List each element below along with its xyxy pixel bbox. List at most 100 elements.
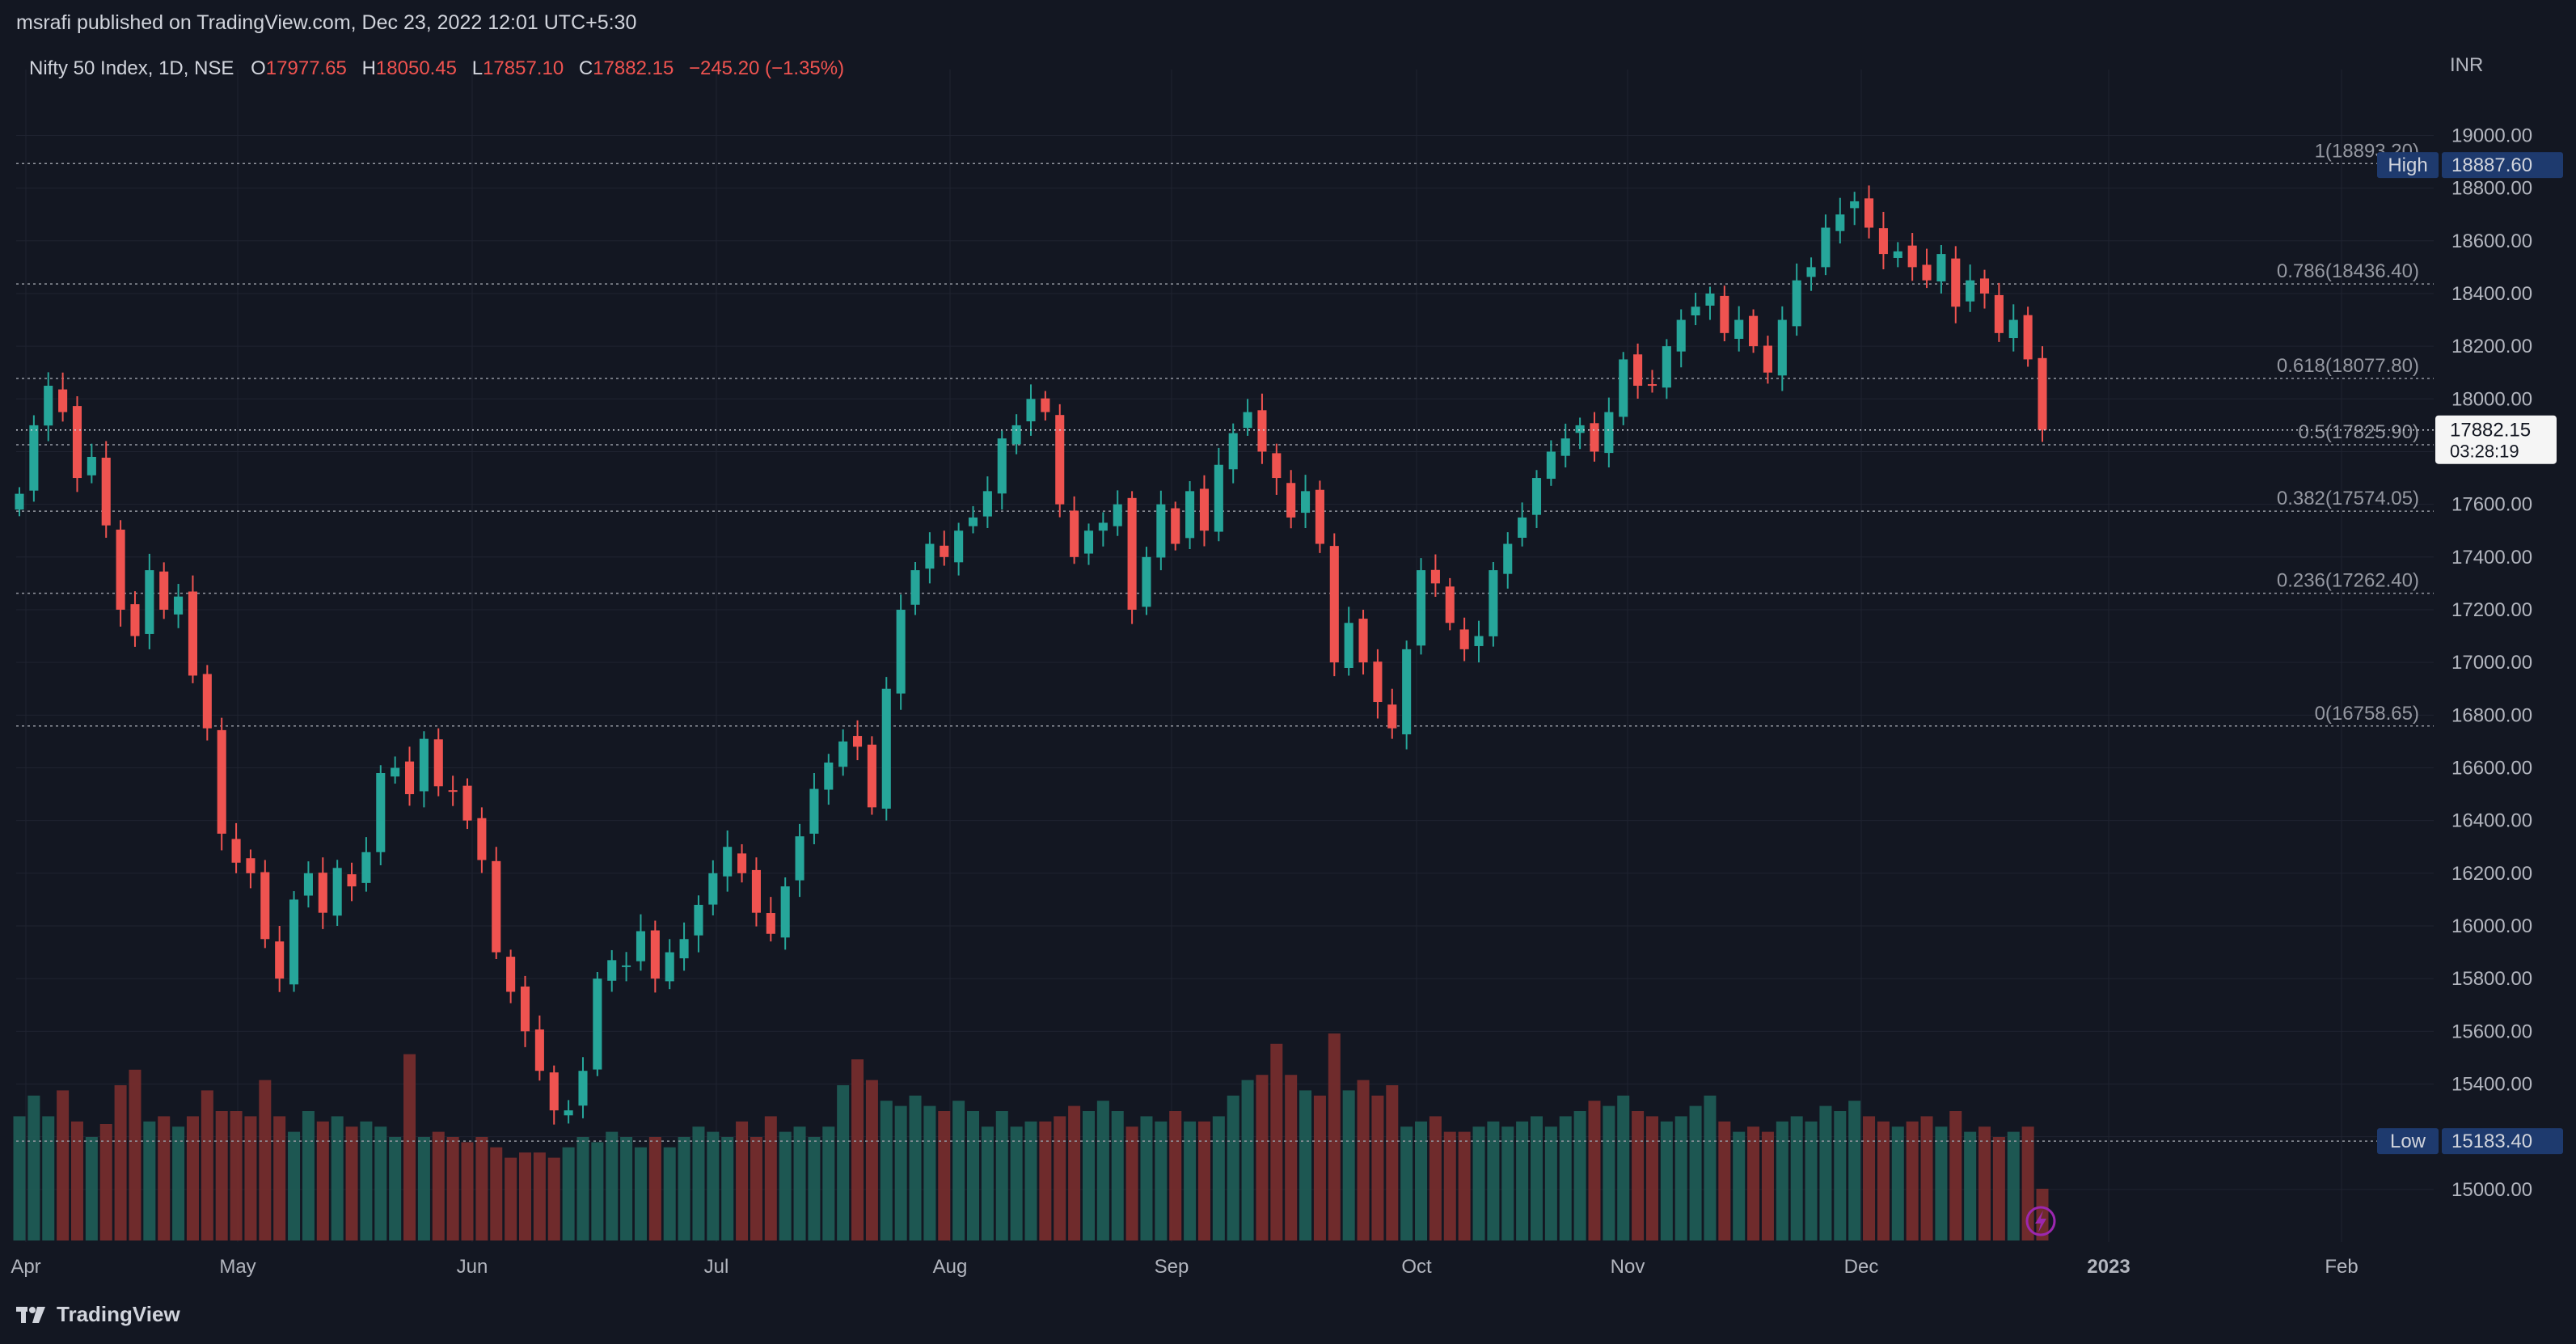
candle[interactable] [1922, 248, 1932, 289]
candle[interactable] [520, 975, 530, 1047]
candle[interactable] [665, 939, 674, 990]
candle[interactable] [116, 520, 125, 627]
candle[interactable] [1358, 609, 1368, 675]
candle[interactable] [188, 575, 197, 683]
candle[interactable] [1835, 197, 1845, 244]
candle[interactable] [318, 857, 327, 929]
candle[interactable] [1878, 211, 1888, 269]
candle[interactable] [679, 922, 689, 971]
candle[interactable] [1041, 391, 1050, 421]
candle[interactable] [15, 487, 24, 517]
candle[interactable] [853, 720, 863, 761]
candle[interactable] [1315, 480, 1324, 553]
candle[interactable] [1301, 475, 1311, 528]
candle[interactable] [29, 415, 39, 502]
candle[interactable] [795, 823, 804, 898]
candle[interactable] [982, 476, 992, 528]
candle[interactable] [1893, 242, 1902, 268]
candle[interactable] [1777, 306, 1787, 391]
candle[interactable] [1416, 558, 1426, 655]
candle[interactable] [231, 822, 241, 873]
candle[interactable] [145, 553, 154, 649]
candle[interactable] [1979, 269, 1990, 309]
tradingview-logo[interactable]: TradingView [16, 1302, 180, 1327]
candle[interactable] [332, 860, 342, 926]
candle[interactable] [433, 728, 443, 797]
candle[interactable] [881, 677, 891, 821]
candle[interactable] [622, 952, 631, 982]
candle[interactable] [997, 430, 1007, 510]
candle[interactable] [1749, 309, 1759, 353]
candle[interactable] [1185, 480, 1195, 550]
candle[interactable] [1083, 523, 1094, 565]
candle[interactable] [1344, 606, 1353, 676]
candle[interactable] [1590, 412, 1599, 462]
candle[interactable] [202, 665, 212, 741]
candle[interactable] [1272, 443, 1282, 495]
candle[interactable] [1445, 577, 1455, 631]
candle[interactable] [1459, 617, 1469, 661]
candle[interactable] [289, 890, 299, 992]
candle[interactable] [723, 830, 733, 892]
candle[interactable] [2023, 306, 2033, 367]
candle[interactable] [694, 895, 703, 953]
candle[interactable] [72, 396, 82, 492]
candle[interactable] [564, 1100, 573, 1124]
candle[interactable] [1026, 384, 1036, 436]
candle[interactable] [1647, 370, 1658, 393]
candle[interactable] [1676, 309, 1686, 368]
candle[interactable] [1604, 397, 1614, 468]
candle[interactable] [1127, 491, 1137, 624]
candle[interactable] [910, 562, 920, 615]
candle[interactable] [809, 773, 819, 844]
candle[interactable] [2008, 304, 2018, 352]
candle[interactable] [361, 837, 371, 892]
candle[interactable] [2038, 346, 2047, 442]
candle[interactable] [1113, 490, 1122, 536]
candle[interactable] [1286, 470, 1296, 529]
candle[interactable] [650, 920, 660, 993]
candle[interactable] [1070, 496, 1079, 564]
candle[interactable] [246, 849, 255, 889]
candle[interactable] [58, 372, 68, 422]
candle[interactable] [275, 925, 285, 992]
candle[interactable] [954, 522, 964, 576]
candle[interactable] [549, 1065, 559, 1125]
candle[interactable] [217, 717, 226, 851]
candle[interactable] [1806, 257, 1816, 291]
candle[interactable] [1098, 512, 1108, 547]
price-chart[interactable]: 1(18893.20)0.786(18436.40)0.618(18077.80… [0, 45, 2576, 1287]
candle[interactable] [1966, 264, 1975, 312]
candle[interactable] [1430, 554, 1440, 598]
candle[interactable] [534, 1015, 544, 1081]
candle[interactable] [1329, 533, 1339, 677]
candle[interactable] [101, 441, 111, 539]
candle[interactable] [130, 591, 140, 647]
candle[interactable] [1951, 246, 1961, 323]
candle[interactable] [1214, 447, 1223, 542]
candle[interactable] [1705, 286, 1715, 320]
candle[interactable] [1821, 214, 1831, 276]
candle[interactable] [1011, 414, 1021, 454]
candle[interactable] [477, 807, 487, 873]
candle[interactable] [1199, 475, 1209, 547]
candle[interactable] [1243, 399, 1252, 436]
candle[interactable] [1228, 423, 1238, 484]
candle[interactable] [824, 754, 834, 805]
candle[interactable] [1864, 185, 1874, 239]
candle[interactable] [1518, 502, 1527, 547]
candle[interactable] [838, 729, 848, 776]
candle[interactable] [1633, 343, 1643, 399]
candle[interactable] [1850, 192, 1860, 226]
candle[interactable] [1156, 490, 1166, 571]
candle[interactable] [1994, 282, 2004, 342]
candle[interactable] [1474, 620, 1484, 663]
lightning-icon[interactable] [2025, 1206, 2056, 1236]
candle[interactable] [867, 736, 876, 815]
candle[interactable] [1387, 688, 1397, 739]
candle[interactable] [492, 847, 501, 960]
candle[interactable] [1907, 233, 1917, 281]
candle[interactable] [1763, 336, 1772, 384]
candle[interactable] [1691, 292, 1700, 326]
candle[interactable] [766, 897, 775, 942]
